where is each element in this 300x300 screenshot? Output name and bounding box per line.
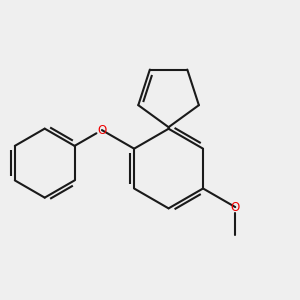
Text: O: O — [97, 124, 106, 136]
Text: O: O — [231, 201, 240, 214]
